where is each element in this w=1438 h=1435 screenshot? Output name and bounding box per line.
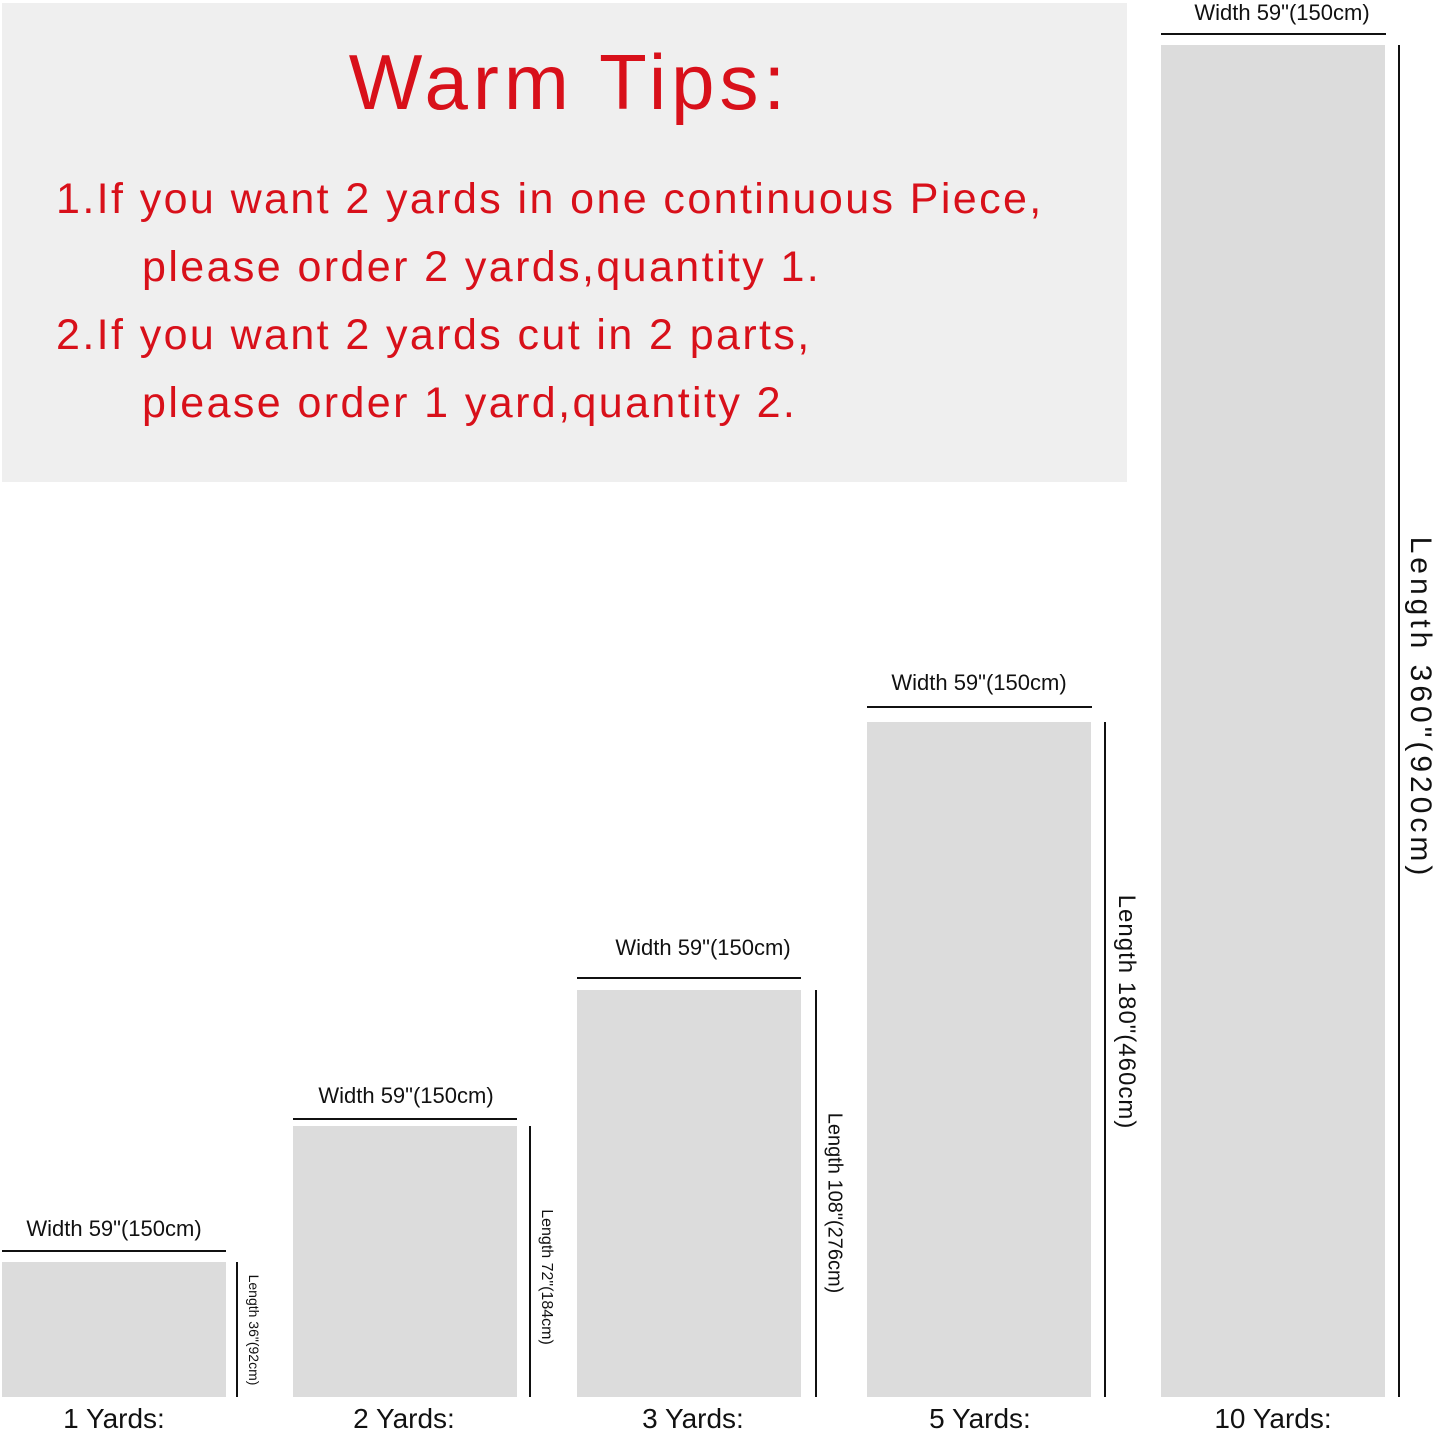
piece-5-width: Width 59"(150cm) (1194, 0, 1370, 25)
piece-5-length: Length 360"(920cm) (1404, 536, 1437, 880)
tip-line-1: 1.If you want 2 yards in one continuous … (56, 175, 1044, 223)
piece-3-length-line (815, 990, 817, 1397)
warm-tips-panel: Warm Tips: 1.If you want 2 yards in one … (2, 3, 1127, 482)
piece-2-width-line (293, 1118, 517, 1120)
piece-2-yards: 2 Yards: (353, 1403, 455, 1434)
piece-5-length-line (1398, 45, 1400, 1397)
piece-1-length: Length 36"(92cm) (246, 1274, 262, 1386)
piece-1-yards: 1 Yards: (63, 1403, 165, 1434)
piece-4-width: Width 59"(150cm) (891, 670, 1067, 695)
piece-4-length-line (1104, 722, 1106, 1397)
piece-2-length-line (529, 1126, 531, 1397)
piece-4-width-line (867, 706, 1092, 708)
tip-line-3: 2.If you want 2 yards cut in 2 parts, (56, 311, 812, 359)
piece-4-length: Length 180"(460cm) (1113, 894, 1140, 1130)
piece-3-width: Width 59"(150cm) (615, 935, 791, 960)
piece-1-width: Width 59"(150cm) (26, 1216, 202, 1241)
piece-4-yards: 5 Yards: (929, 1403, 1031, 1434)
piece-2-length: Length 72"(184cm) (538, 1209, 555, 1345)
tip-line-2: please order 2 yards,quantity 1. (142, 243, 822, 291)
piece-4-fabric (867, 722, 1091, 1397)
tip-line-4: please order 1 yard,quantity 2. (142, 379, 798, 427)
piece-3-fabric (577, 990, 801, 1397)
piece-3-width-line (577, 977, 801, 979)
piece-3-yards: 3 Yards: (642, 1403, 744, 1434)
piece-2-width: Width 59"(150cm) (318, 1083, 494, 1108)
piece-3-length: Length 108"(276cm) (823, 1112, 846, 1294)
warm-tips-title: Warm Tips: (348, 38, 791, 126)
piece-5-fabric (1161, 45, 1385, 1397)
piece-5-yards: 10 Yards: (1214, 1403, 1332, 1434)
piece-1-length-line (236, 1262, 238, 1397)
piece-1-fabric (2, 1262, 226, 1397)
piece-5-width-line (1161, 33, 1386, 35)
piece-1-width-line (2, 1250, 226, 1252)
piece-2-fabric (293, 1126, 517, 1397)
